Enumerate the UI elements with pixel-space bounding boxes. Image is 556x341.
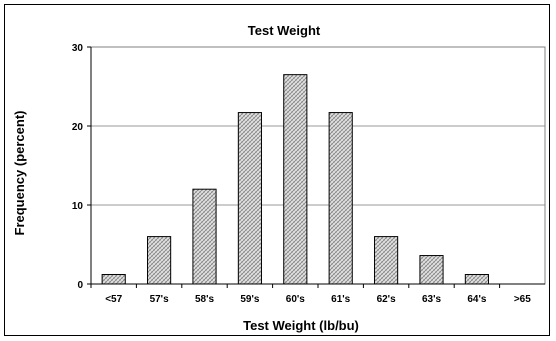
x-tick-label: <57 — [105, 294, 122, 305]
bar-4 — [283, 74, 308, 285]
x-tick-label: 61's — [331, 294, 351, 305]
x-tick-label: 64's — [467, 294, 487, 305]
x-axis-label: Test Weight (lb/bu) — [243, 318, 359, 333]
bar-6 — [374, 236, 399, 285]
x-tick-label: 63's — [422, 294, 442, 305]
bar-2 — [192, 188, 217, 285]
x-tick-label: >65 — [514, 294, 531, 305]
x-tick-label: 60's — [286, 294, 306, 305]
bar-8 — [464, 274, 489, 285]
gridlines — [91, 125, 545, 206]
bar-0 — [101, 274, 126, 285]
bar-1 — [147, 236, 172, 285]
bars-group — [101, 74, 489, 285]
y-tick-label: 20 — [72, 122, 84, 133]
bar-7 — [419, 255, 444, 285]
y-tick-label: 0 — [77, 280, 83, 291]
y-tick-label: 10 — [72, 201, 84, 212]
x-ticks: <57 57's 58's 59's 60's 61's 62's 63's 64's >65 — [90, 284, 531, 305]
bar-5 — [328, 112, 353, 285]
x-tick-label: 59's — [240, 294, 260, 305]
x-tick-label: 57's — [150, 294, 170, 305]
y-axis-label: Frequency (percent) — [12, 111, 27, 236]
y-ticks: 0 10 20 30 — [72, 43, 91, 291]
x-tick-label: 58's — [195, 294, 215, 305]
bar-3 — [237, 112, 262, 285]
chart-title: Test Weight — [248, 23, 321, 38]
y-tick-label: 30 — [72, 43, 84, 54]
chart-frame — [4, 4, 550, 336]
x-tick-label: 62's — [377, 294, 397, 305]
